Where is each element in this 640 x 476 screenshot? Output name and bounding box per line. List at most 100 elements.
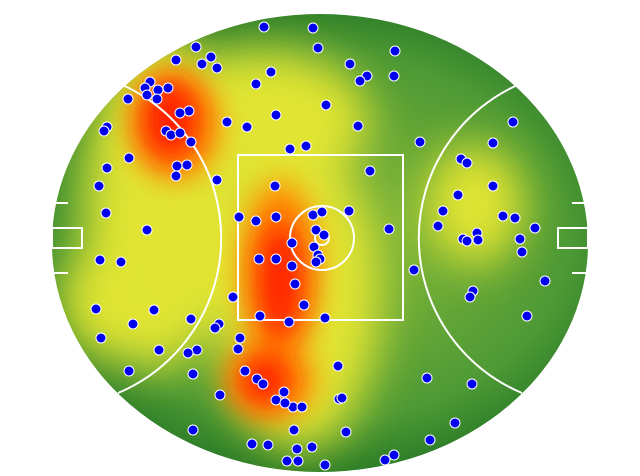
point <box>250 78 262 90</box>
point <box>292 455 304 467</box>
point <box>253 253 265 265</box>
point <box>191 344 203 356</box>
point <box>233 211 245 223</box>
point <box>270 109 282 121</box>
point <box>312 42 324 54</box>
point <box>141 224 153 236</box>
point <box>187 424 199 436</box>
point <box>289 278 301 290</box>
point <box>269 180 281 192</box>
point <box>288 424 300 436</box>
point <box>286 260 298 272</box>
point <box>187 368 199 380</box>
point <box>307 22 319 34</box>
point <box>364 165 376 177</box>
point <box>310 224 322 236</box>
point <box>539 275 551 287</box>
point <box>183 105 195 117</box>
point <box>320 99 332 111</box>
point <box>461 157 473 169</box>
point <box>196 58 208 70</box>
point <box>182 347 194 359</box>
point <box>122 93 134 105</box>
point <box>332 360 344 372</box>
point <box>185 313 197 325</box>
point <box>148 304 160 316</box>
point <box>270 253 282 265</box>
point <box>232 343 244 355</box>
point <box>115 256 127 268</box>
point <box>452 189 464 201</box>
point <box>316 206 328 218</box>
point <box>171 160 183 172</box>
point <box>388 70 400 82</box>
point <box>449 417 461 429</box>
point <box>354 75 366 87</box>
point <box>190 41 202 53</box>
point <box>151 93 163 105</box>
point <box>298 299 310 311</box>
point <box>283 316 295 328</box>
point <box>123 365 135 377</box>
point <box>174 107 186 119</box>
point <box>265 66 277 78</box>
point <box>95 332 107 344</box>
point <box>214 389 226 401</box>
point <box>284 143 296 155</box>
point <box>241 121 253 133</box>
point <box>211 174 223 186</box>
point <box>279 397 291 409</box>
point <box>246 438 258 450</box>
point <box>181 159 193 171</box>
point <box>170 54 182 66</box>
point <box>487 137 499 149</box>
point <box>221 116 233 128</box>
point <box>141 89 153 101</box>
point <box>424 434 436 446</box>
point <box>90 303 102 315</box>
point <box>472 234 484 246</box>
point <box>152 84 164 96</box>
point <box>270 211 282 223</box>
point <box>100 207 112 219</box>
point <box>529 222 541 234</box>
point <box>209 322 221 334</box>
point <box>319 312 331 324</box>
point <box>101 162 113 174</box>
point <box>262 439 274 451</box>
point <box>521 310 533 322</box>
point <box>291 443 303 455</box>
point <box>127 318 139 330</box>
point <box>408 264 420 276</box>
point <box>123 152 135 164</box>
point <box>239 365 251 377</box>
point <box>414 136 426 148</box>
point <box>93 180 105 192</box>
point <box>437 205 449 217</box>
point <box>432 220 444 232</box>
point <box>162 82 174 94</box>
point <box>170 170 182 182</box>
point <box>98 125 110 137</box>
point <box>257 378 269 390</box>
point <box>258 21 270 33</box>
point <box>270 394 282 406</box>
point <box>507 116 519 128</box>
point <box>234 332 246 344</box>
point <box>344 58 356 70</box>
point <box>336 392 348 404</box>
point <box>296 401 308 413</box>
point <box>464 291 476 303</box>
point <box>165 129 177 141</box>
point <box>421 372 433 384</box>
point <box>94 254 106 266</box>
point <box>227 291 239 303</box>
point <box>461 235 473 247</box>
point <box>310 256 322 268</box>
point <box>509 212 521 224</box>
point <box>185 136 197 148</box>
point <box>205 51 217 63</box>
point <box>174 127 186 139</box>
point <box>300 140 312 152</box>
